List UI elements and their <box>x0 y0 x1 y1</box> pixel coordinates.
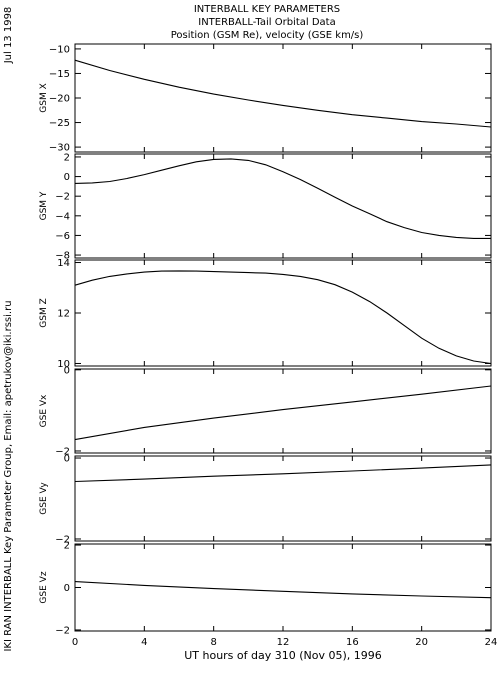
series-line <box>74 158 491 239</box>
y-tick-label: −2 <box>55 192 70 203</box>
panel-frame <box>74 153 492 259</box>
y-tick-label: 14 <box>57 258 70 269</box>
y-tick-label: −4 <box>55 211 70 222</box>
panel-axis-label: GSM Z <box>39 298 49 327</box>
panel-gsm-z: 14 12 10 GSM Z <box>39 258 492 370</box>
chart-title-line: INTERBALL KEY PARAMETERS <box>194 4 340 15</box>
panel-axis-label: GSE Vy <box>39 482 49 515</box>
panel-axis-label: GSE Vx <box>39 394 49 427</box>
credit-line: IKI RAN INTERBALL Key Parameter Group, E… <box>3 300 14 651</box>
panel-axis-label: GSM Y <box>39 191 49 220</box>
y-tick-label: 0 <box>64 454 70 465</box>
y-tick-label: −6 <box>55 231 70 242</box>
panel-frame <box>74 543 492 632</box>
series-line <box>74 270 492 365</box>
y-tick-label: −10 <box>49 44 70 55</box>
panel-gse-vz: 2 0 −2 GSE Vz <box>39 541 492 636</box>
y-tick-label: 10 <box>57 359 70 370</box>
series-line <box>74 385 492 441</box>
y-tick-label: 0 <box>64 365 70 376</box>
x-tick-label: 24 <box>485 637 498 648</box>
x-tick-label: 20 <box>415 637 428 648</box>
chart-title-line: Position (GSM Re), velocity (GSE km/s) <box>171 30 364 41</box>
x-axis-label: UT hours of day 310 (Nov 05), 1996 <box>184 649 382 662</box>
panel-gsm-y: 2 0 −2 −4 −6 −8 GSM Y <box>39 152 492 262</box>
y-tick-label: 0 <box>64 583 70 594</box>
series-line <box>74 464 492 483</box>
y-tick-label: −8 <box>55 251 70 262</box>
x-tick-label: 4 <box>141 637 147 648</box>
series-line <box>74 59 492 128</box>
x-tick-label: 8 <box>210 637 216 648</box>
panel-gsm-x: −10 −15 −20 −25 −30 GSM X <box>39 43 492 154</box>
panel-gse-vy: 0 −2 GSE Vy <box>39 454 492 545</box>
y-tick-label: 0 <box>64 172 70 183</box>
panel-gse-vx: 0 −2 GSE Vx <box>39 365 492 457</box>
x-tick-label: 16 <box>346 637 359 648</box>
y-tick-label: −25 <box>49 118 70 129</box>
x-tick-label: 12 <box>277 637 290 648</box>
panel-frame <box>74 368 492 454</box>
y-tick-label: −2 <box>55 446 70 457</box>
plot-date: Jul 13 1998 <box>3 7 14 65</box>
series-line <box>74 581 492 599</box>
panel-frame <box>74 455 492 542</box>
y-tick-label: −2 <box>55 534 70 545</box>
y-tick-label: 2 <box>64 152 70 163</box>
x-tick-label: 0 <box>72 637 78 648</box>
y-tick-label: 12 <box>57 309 70 320</box>
y-tick-label: −2 <box>55 625 70 636</box>
y-tick-label: −15 <box>49 69 70 80</box>
chart-title-line: INTERBALL-Tail Orbital Data <box>198 17 335 28</box>
y-tick-label: −20 <box>49 94 70 105</box>
panel-frame <box>74 259 492 367</box>
y-tick-label: −30 <box>49 143 70 154</box>
panel-axis-label: GSE Vz <box>39 571 49 603</box>
panel-frame <box>74 43 492 153</box>
panel-axis-label: GSM X <box>39 83 49 112</box>
chart-title-block: INTERBALL KEY PARAMETERS INTERBALL-Tail O… <box>171 4 364 41</box>
y-tick-label: 2 <box>64 541 70 552</box>
